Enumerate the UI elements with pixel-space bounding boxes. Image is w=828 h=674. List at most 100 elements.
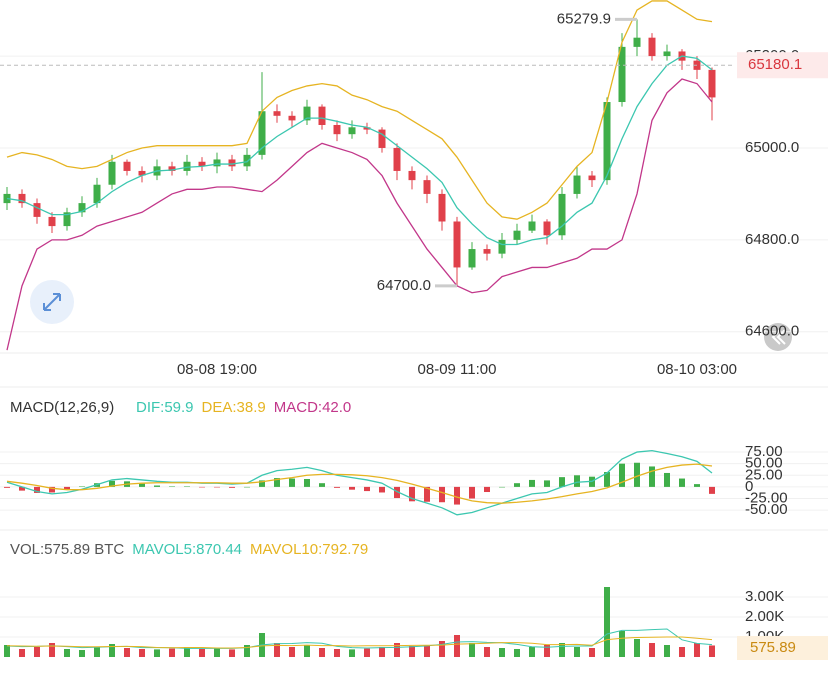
candle-body xyxy=(573,175,581,194)
volume-bar xyxy=(649,643,655,657)
macd-bar xyxy=(184,486,190,487)
y-tick-label: 64600.0 xyxy=(745,323,799,340)
y-tick-label: -25.00 xyxy=(745,489,788,506)
y-tick-label: 65000.0 xyxy=(745,139,799,156)
volume-bar xyxy=(409,646,415,657)
macd-bar xyxy=(409,486,415,502)
macd-bar xyxy=(319,483,325,487)
candle-body xyxy=(303,106,311,121)
volume-bar xyxy=(49,643,55,657)
y-tick-label: 25.00 xyxy=(745,466,783,483)
macd-bar xyxy=(649,466,655,487)
volume-bar xyxy=(604,587,610,657)
y-tick-label: 50.00 xyxy=(745,455,783,472)
candle-body xyxy=(498,239,506,254)
candle-body xyxy=(408,170,416,181)
candle-body xyxy=(633,37,641,47)
volume-bar xyxy=(289,647,295,657)
macd-bar xyxy=(379,486,385,493)
volume-bar xyxy=(529,647,535,657)
volume-bar xyxy=(304,645,310,657)
candle-body xyxy=(213,159,221,167)
volume-bar xyxy=(394,643,400,657)
candle-body xyxy=(708,69,716,98)
expand-button[interactable] xyxy=(30,280,74,324)
candle-body xyxy=(588,175,596,181)
volume-bar xyxy=(454,635,460,657)
volume-bar xyxy=(79,650,85,657)
macd-bar xyxy=(304,479,310,487)
candle-body xyxy=(93,184,101,204)
annotation: 64700.0 xyxy=(377,277,431,294)
volume-bar xyxy=(154,649,160,657)
volume-bar xyxy=(694,643,700,657)
volume-bar xyxy=(244,645,250,657)
last-volume-label: 575.89 xyxy=(750,639,796,656)
line xyxy=(6,636,713,649)
volume-bar xyxy=(424,645,430,657)
candle-body xyxy=(123,161,131,171)
macd-bar xyxy=(604,472,610,487)
volume-bar xyxy=(94,647,100,657)
macd-bar xyxy=(484,486,490,493)
macd-bar xyxy=(499,486,505,488)
macd-bar xyxy=(334,486,340,488)
volume-bar xyxy=(499,648,505,657)
macd-bar xyxy=(34,486,40,493)
macd-bar xyxy=(439,486,445,503)
volume-bar xyxy=(109,644,115,657)
volume-bar xyxy=(169,648,175,657)
candle-body xyxy=(558,193,566,236)
candle-body xyxy=(168,166,176,171)
volume-bar xyxy=(619,631,625,657)
volume-bar xyxy=(439,641,445,657)
volume-bar xyxy=(214,648,220,657)
macd-bar xyxy=(289,478,295,487)
candle-body xyxy=(78,203,86,213)
candle-body xyxy=(333,124,341,135)
volume-bar xyxy=(484,647,490,657)
x-tick-label: 08-10 03:00 xyxy=(657,361,737,378)
macd-bar xyxy=(214,486,220,488)
candle-body xyxy=(603,102,611,181)
macd-bar xyxy=(529,479,535,487)
macd-bar xyxy=(424,486,430,502)
volume-bar xyxy=(184,647,190,657)
volume-bar xyxy=(544,645,550,657)
candle-body xyxy=(423,180,431,194)
volume-bar xyxy=(514,649,520,657)
volume-bar xyxy=(64,649,70,657)
annotation: 65279.9 xyxy=(557,10,611,27)
candle-body xyxy=(618,46,626,103)
volume-bar xyxy=(334,649,340,657)
collapse-button[interactable] xyxy=(764,323,792,351)
candle-body xyxy=(648,37,656,57)
candle-body xyxy=(33,203,41,217)
last-price-bg xyxy=(737,52,828,79)
line xyxy=(6,463,713,504)
candle-body xyxy=(543,221,551,236)
y-tick-label: 64800.0 xyxy=(745,231,799,248)
macd-bar xyxy=(664,472,670,487)
expand-icon xyxy=(43,293,61,311)
macd-bar xyxy=(139,483,145,487)
candle-body xyxy=(378,129,386,148)
candle-body xyxy=(18,193,26,204)
line xyxy=(6,0,713,220)
volume-bar xyxy=(274,643,280,657)
macd-bar xyxy=(79,486,85,487)
legend-entry: MAVOL5:870.44 xyxy=(132,541,242,558)
volume-bar xyxy=(469,643,475,657)
macd-bar xyxy=(4,486,10,488)
macd-bar xyxy=(274,478,280,487)
volume-bar xyxy=(589,648,595,657)
macd-bar xyxy=(259,480,265,487)
macd-bar xyxy=(394,486,400,499)
candle-body xyxy=(318,106,326,125)
candle-body xyxy=(288,115,296,121)
macd-bar xyxy=(154,485,160,487)
macd-bar xyxy=(199,486,205,488)
line xyxy=(6,55,713,246)
macd-bar xyxy=(694,484,700,487)
candle-body xyxy=(138,170,146,176)
